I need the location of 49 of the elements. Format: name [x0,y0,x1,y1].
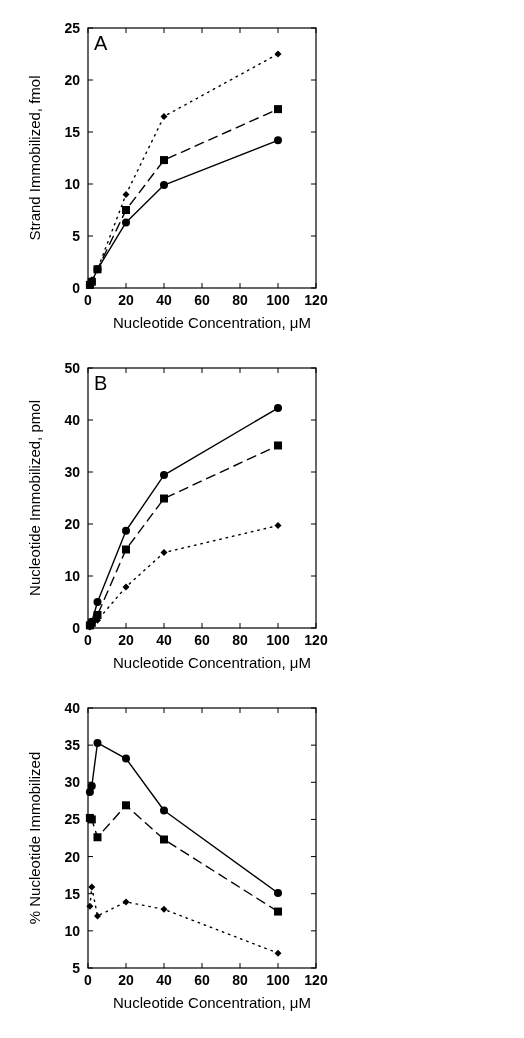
x-tick-label: 100 [266,632,290,648]
x-tick-label: 60 [194,292,210,308]
y-tick-label: 10 [64,176,81,192]
x-tick-label: 60 [194,632,210,648]
y-tick-label: 25 [64,20,81,36]
y-tick-label: 30 [64,774,81,791]
x-tick-label: 80 [232,632,248,648]
x-tick-label: 80 [232,292,248,308]
y-tick-label: 35 [64,737,81,754]
x-tick-label: 40 [156,292,172,308]
y-tick-label: 20 [64,516,81,532]
x-axis-title: Nucleotide Concentration, μM [113,994,311,1011]
y-axis-title: Nucleotide Immobilized, pmol [26,400,43,596]
x-tick-label: 120 [304,292,328,308]
y-tick-label: 15 [64,124,81,140]
y-tick-label: 0 [72,620,81,636]
y-axis-title: Strand Immobilized, fmol [26,75,43,241]
y-tick-label: 15 [64,885,81,902]
y-tick-label: 30 [64,464,81,480]
y-tick-label: 40 [64,700,81,716]
y-tick-label: 5 [72,960,81,976]
y-tick-label: 5 [72,228,81,244]
x-tick-label: 20 [118,972,134,988]
y-tick-label: 25 [64,811,81,828]
x-axis-title: Nucleotide Concentration, μM [113,654,311,671]
x-tick-label: 40 [156,972,172,988]
x-tick-label: 120 [304,632,328,648]
x-tick-label: 100 [266,972,290,988]
x-tick-label: 0 [84,972,93,988]
x-tick-label: 40 [156,632,172,648]
x-tick-label: 60 [194,972,210,988]
x-tick-label: 0 [84,292,93,308]
x-tick-label: 120 [304,972,328,988]
x-tick-label: 80 [232,972,248,988]
annotation: B [94,372,108,394]
y-tick-label: 20 [64,72,81,88]
x-tick-label: 20 [118,292,134,308]
x-tick-label: 0 [84,632,93,648]
x-tick-label: 100 [266,292,290,308]
y-tick-label: 10 [64,568,81,584]
y-tick-label: 50 [64,360,81,376]
annotation: A [94,32,108,54]
y-tick-label: 20 [64,848,81,865]
y-axis-title: % Nucleotide Immobilized [26,751,43,925]
y-tick-label: 40 [64,412,81,428]
y-tick-label: 0 [72,280,81,296]
x-axis-title: Nucleotide Concentration, μM [113,314,311,331]
y-tick-label: 10 [64,922,81,939]
x-tick-label: 20 [118,632,134,648]
